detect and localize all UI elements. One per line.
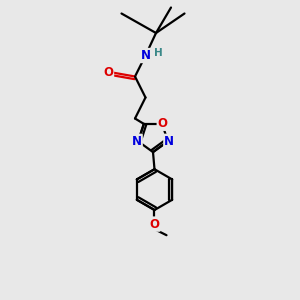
Text: H: H <box>154 47 163 58</box>
Text: N: N <box>132 135 142 148</box>
Text: O: O <box>103 65 113 79</box>
Text: O: O <box>149 218 160 231</box>
Text: N: N <box>164 135 174 148</box>
Text: O: O <box>158 117 168 130</box>
Text: N: N <box>140 49 151 62</box>
